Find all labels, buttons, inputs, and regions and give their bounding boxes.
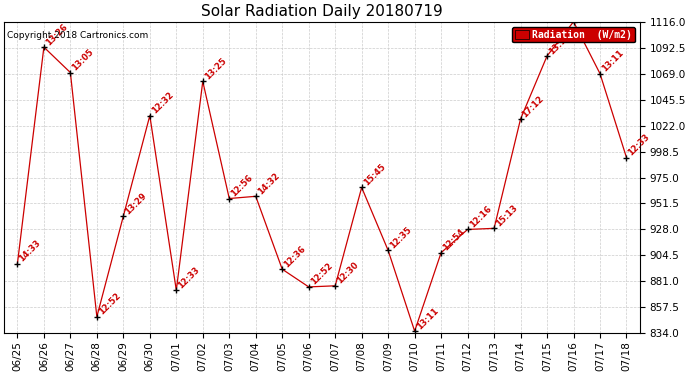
Text: 12:52: 12:52 (308, 261, 334, 287)
Text: 12:36: 12:36 (282, 244, 308, 269)
Text: 12:56: 12:56 (229, 173, 255, 198)
Text: 14:33: 14:33 (17, 238, 43, 264)
Text: 12:35: 12:35 (388, 225, 413, 251)
Text: 15:13: 15:13 (494, 203, 520, 228)
Text: 13:11: 13:11 (600, 48, 625, 74)
Text: 13:16: 13:16 (547, 31, 572, 56)
Text: 12:33: 12:33 (627, 132, 651, 158)
Text: 12:32: 12:32 (150, 90, 175, 116)
Legend: Radiation  (W/m2): Radiation (W/m2) (512, 27, 635, 42)
Text: 13:26: 13:26 (44, 22, 69, 47)
Text: 12:33: 12:33 (177, 265, 201, 290)
Text: 13:11: 13:11 (415, 306, 440, 331)
Text: 12:30: 12:30 (335, 261, 360, 286)
Text: 17:12: 17:12 (520, 94, 546, 119)
Text: 14:32: 14:32 (256, 171, 281, 196)
Text: 13:29: 13:29 (124, 191, 148, 216)
Text: Copyright 2018 Cartronics.com: Copyright 2018 Cartronics.com (8, 31, 148, 40)
Title: Solar Radiation Daily 20180719: Solar Radiation Daily 20180719 (201, 4, 443, 19)
Text: 13:25: 13:25 (203, 56, 228, 81)
Text: 12:54: 12:54 (441, 227, 466, 253)
Text: 12:52: 12:52 (97, 291, 122, 317)
Text: 12:16: 12:16 (468, 204, 493, 230)
Text: 13:05: 13:05 (70, 47, 95, 72)
Text: 15:45: 15:45 (362, 162, 387, 188)
